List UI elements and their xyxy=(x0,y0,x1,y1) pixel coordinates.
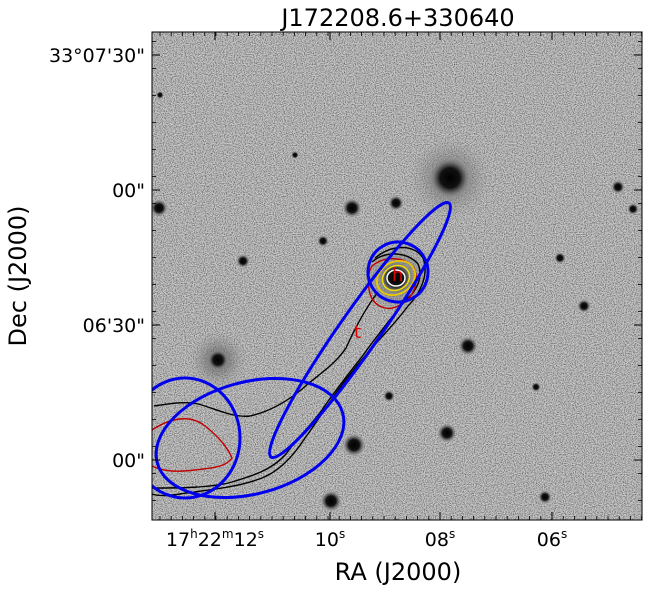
tick-marks xyxy=(152,32,642,520)
ra-tick-label: 06s xyxy=(537,527,567,551)
ra-tick-label: 17h22m12s xyxy=(166,527,264,551)
dec-tick-labels: 33°07'30" 00" 06'30" 00" xyxy=(49,45,145,472)
dec-tick-label: 00" xyxy=(112,180,145,202)
map-title: J172208.6+330640 xyxy=(279,4,514,32)
component-label-t: t xyxy=(354,322,361,343)
dec-tick-label: 06'30" xyxy=(83,315,145,337)
sky-image: h t xyxy=(152,32,642,520)
radio-contours-core xyxy=(376,260,416,296)
ra-tick-labels: 17h22m12s 10s 08s 06s xyxy=(166,527,567,551)
plot-frame xyxy=(151,31,643,521)
x-axis-label: RA (J2000) xyxy=(335,558,462,586)
dec-tick-label: 33°07'30" xyxy=(49,45,145,67)
dec-tick-label: 00" xyxy=(112,450,145,472)
minor-tick-marks xyxy=(152,32,642,520)
ra-tick-label: 08s xyxy=(425,527,455,551)
y-axis-label: Dec (J2000) xyxy=(4,206,32,347)
ra-tick-label: 10s xyxy=(315,527,345,551)
component-label-h: h xyxy=(392,265,403,286)
beam-ellipses xyxy=(152,201,452,500)
